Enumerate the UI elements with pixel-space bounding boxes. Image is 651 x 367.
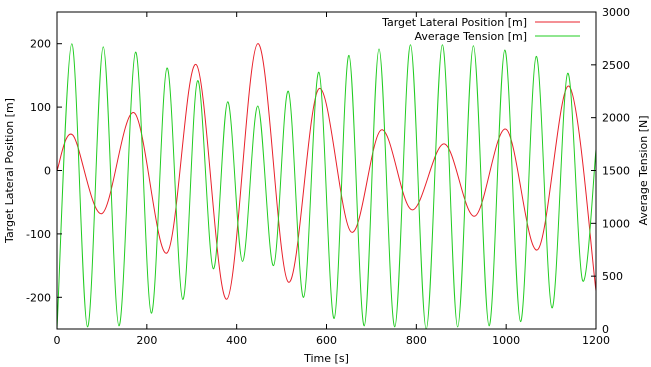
series-layer — [57, 43, 596, 329]
y2-tick-label: 2000 — [602, 112, 630, 125]
y-tick-label: -100 — [26, 228, 51, 241]
series-line-1 — [57, 43, 596, 329]
series-line-0 — [57, 43, 596, 300]
legend-label-0: Target Lateral Position [m] — [381, 16, 527, 29]
x-tick-label: 0 — [54, 334, 61, 347]
y-tick-label: -200 — [26, 291, 51, 304]
y2-tick-label: 3000 — [602, 6, 630, 19]
y-tick-label: 200 — [30, 38, 51, 51]
y2-tick-label: 0 — [602, 323, 609, 336]
legend-label-1: Average Tension [m] — [414, 30, 527, 43]
ticks-layer: 0 200 400 600 800 1000 1200-200-10001002000500… — [26, 6, 630, 347]
y2-axis-label: Average Tension [N] — [637, 115, 650, 225]
y2-tick-label: 500 — [602, 270, 623, 283]
x-tick-label: 1000 — [492, 334, 520, 347]
x-tick-label: 400 — [226, 334, 247, 347]
y-tick-label: 100 — [30, 101, 51, 114]
y2-tick-label: 1000 — [602, 217, 630, 230]
plot-frame — [56, 11, 597, 330]
y-tick-label: 0 — [44, 165, 51, 178]
x-tick-label: 600 — [316, 334, 337, 347]
x-tick-label: 1200 — [582, 334, 610, 347]
y2-tick-label: 2500 — [602, 59, 630, 72]
x-axis-label: Time [s] — [303, 352, 349, 365]
y-axis-label: Target Lateral Position [m] — [3, 98, 16, 244]
legend: Target Lateral Position [m]Average Tensi… — [381, 16, 580, 43]
x-tick-label: 800 — [406, 334, 427, 347]
x-tick-label: 200 — [136, 334, 157, 347]
y2-tick-label: 1500 — [602, 165, 630, 178]
